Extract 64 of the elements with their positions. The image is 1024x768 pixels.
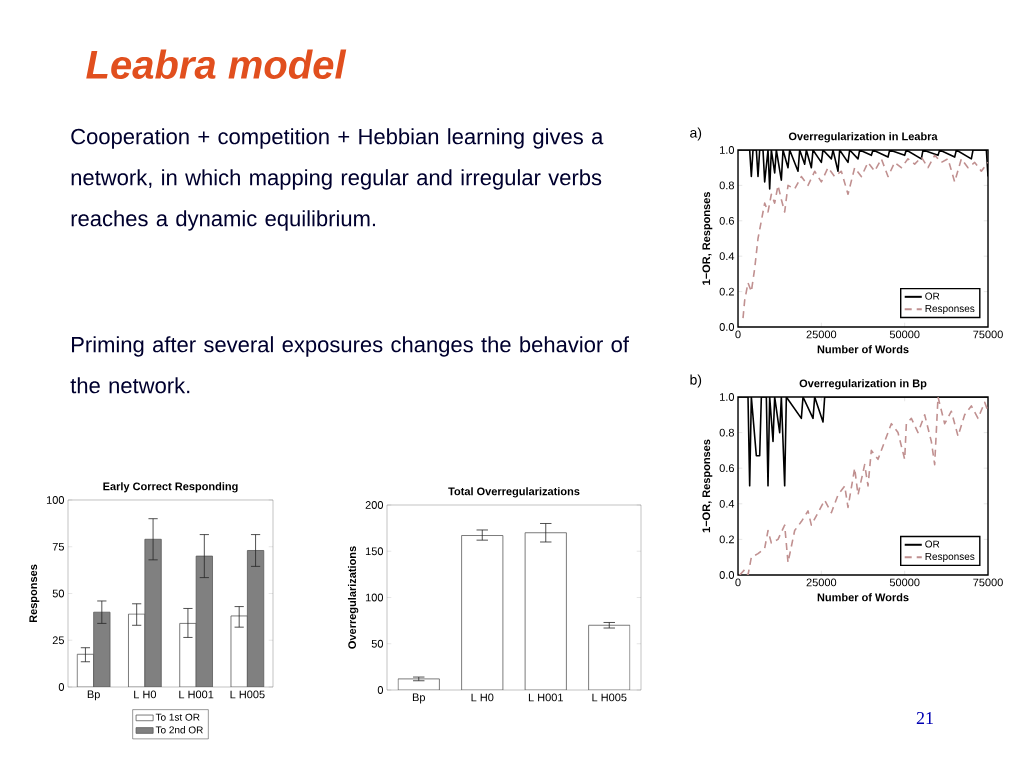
y-tick-label: 0.2 bbox=[719, 535, 734, 544]
x-tick-label: L H005 bbox=[592, 693, 627, 702]
bar bbox=[397, 678, 440, 690]
y-tick-label: 0.8 bbox=[719, 181, 734, 190]
x-tick-label: L H001 bbox=[179, 690, 214, 699]
x-tick-label: L H005 bbox=[230, 690, 265, 699]
y-tick-label: 0.6 bbox=[719, 216, 734, 225]
y-axis-title: 1−OR, Responses bbox=[702, 439, 713, 533]
y-tick-label: 200 bbox=[365, 501, 384, 509]
x-tick-label: 25000 bbox=[806, 330, 837, 339]
text: 21 bbox=[916, 712, 933, 724]
bar bbox=[524, 532, 567, 690]
y-tick-label: 50 bbox=[371, 639, 384, 648]
legend-label: Responses bbox=[925, 553, 975, 562]
y-tick-label: 0.4 bbox=[719, 252, 735, 261]
legend-label: Responses bbox=[925, 305, 975, 315]
text: Cooperation + competition + Hebbian learning gives a network, in which mapping regular and irregular verbs reaches a dynamic equilibrium. bbox=[71, 128, 604, 231]
y-axis-title: 1−OR, Responses bbox=[702, 192, 713, 285]
x-tick-label: Bp bbox=[87, 690, 100, 701]
x-tick-label: 25000 bbox=[806, 578, 837, 587]
y-tick-label: 75 bbox=[52, 542, 64, 551]
x-tick-label: 50000 bbox=[889, 578, 920, 587]
x-tick-label: 75000 bbox=[973, 578, 1003, 587]
y-tick-label: 100 bbox=[365, 593, 384, 602]
y-tick-label: 0.0 bbox=[719, 571, 735, 579]
x-tick-label: L H0 bbox=[471, 693, 494, 702]
chart-title: Overregularization in Leabra bbox=[788, 132, 938, 143]
x-tick-label: L H0 bbox=[134, 690, 157, 699]
chart-title: Overregularization in Bp bbox=[799, 379, 927, 390]
x-tick-label: 0 bbox=[735, 578, 741, 587]
line-series bbox=[742, 154, 989, 319]
bar bbox=[461, 535, 504, 690]
y-tick-label: 0.4 bbox=[719, 499, 735, 508]
text: Priming after several exposures changes the behavior of the network. bbox=[70, 336, 629, 394]
y-axis-title: Responses bbox=[29, 564, 40, 623]
y-tick-label: 100 bbox=[46, 496, 65, 504]
x-tick-label: L H001 bbox=[528, 693, 563, 702]
chart-title: Total Overregularizations bbox=[448, 487, 580, 498]
y-axis-title: Overregularizations bbox=[347, 546, 359, 649]
y-tick-label: 0.8 bbox=[719, 428, 734, 437]
x-tick-label: 0 bbox=[735, 330, 741, 339]
chart-title: Early Correct Responding bbox=[103, 482, 238, 493]
y-tick-label: 0.6 bbox=[719, 464, 734, 473]
y-tick-label: 1.0 bbox=[720, 146, 735, 154]
legend-label: OR bbox=[925, 540, 940, 548]
legend-label: OR bbox=[925, 292, 940, 300]
y-tick-label: 0 bbox=[58, 683, 65, 691]
x-axis-title: Number of Words bbox=[817, 593, 909, 602]
y-tick-label: 0.2 bbox=[719, 287, 734, 296]
x-tick-label: Bp bbox=[412, 693, 426, 704]
text: Leabra model bbox=[86, 49, 347, 79]
y-tick-label: 0.0 bbox=[719, 323, 735, 331]
x-tick-label: 50000 bbox=[889, 330, 920, 339]
bar bbox=[588, 624, 631, 690]
y-tick-label: 25 bbox=[52, 636, 64, 645]
y-tick-label: 1.0 bbox=[720, 393, 735, 401]
x-tick-label: 75000 bbox=[973, 330, 1003, 339]
legend-label: To 1st OR bbox=[155, 713, 200, 721]
y-tick-label: 150 bbox=[365, 547, 384, 556]
legend-label: To 2nd OR bbox=[155, 726, 203, 734]
x-axis-title: Number of Words bbox=[817, 345, 909, 354]
y-tick-label: 50 bbox=[52, 589, 65, 598]
text: a) bbox=[690, 127, 702, 141]
text: b) bbox=[690, 374, 702, 388]
